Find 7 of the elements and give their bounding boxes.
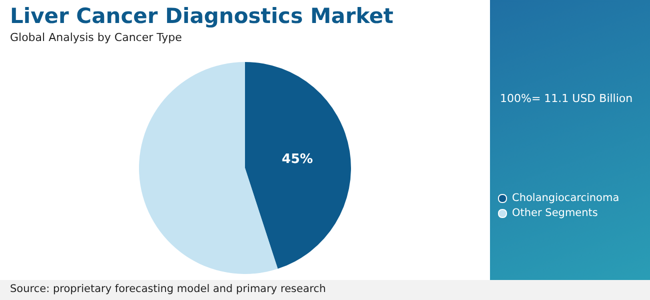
chart-title: Liver Cancer Diagnostics Market: [10, 4, 394, 28]
source-note: Source: proprietary forecasting model and primary research: [10, 283, 326, 295]
chart-subtitle: Global Analysis by Cancer Type: [10, 31, 182, 44]
data-label: 45%: [282, 152, 313, 168]
legend-label: Other Segments: [512, 207, 598, 219]
legend-label: Cholangiocarcinoma: [512, 192, 620, 204]
text: 100%= 11.1 USD Billion: [500, 92, 633, 105]
